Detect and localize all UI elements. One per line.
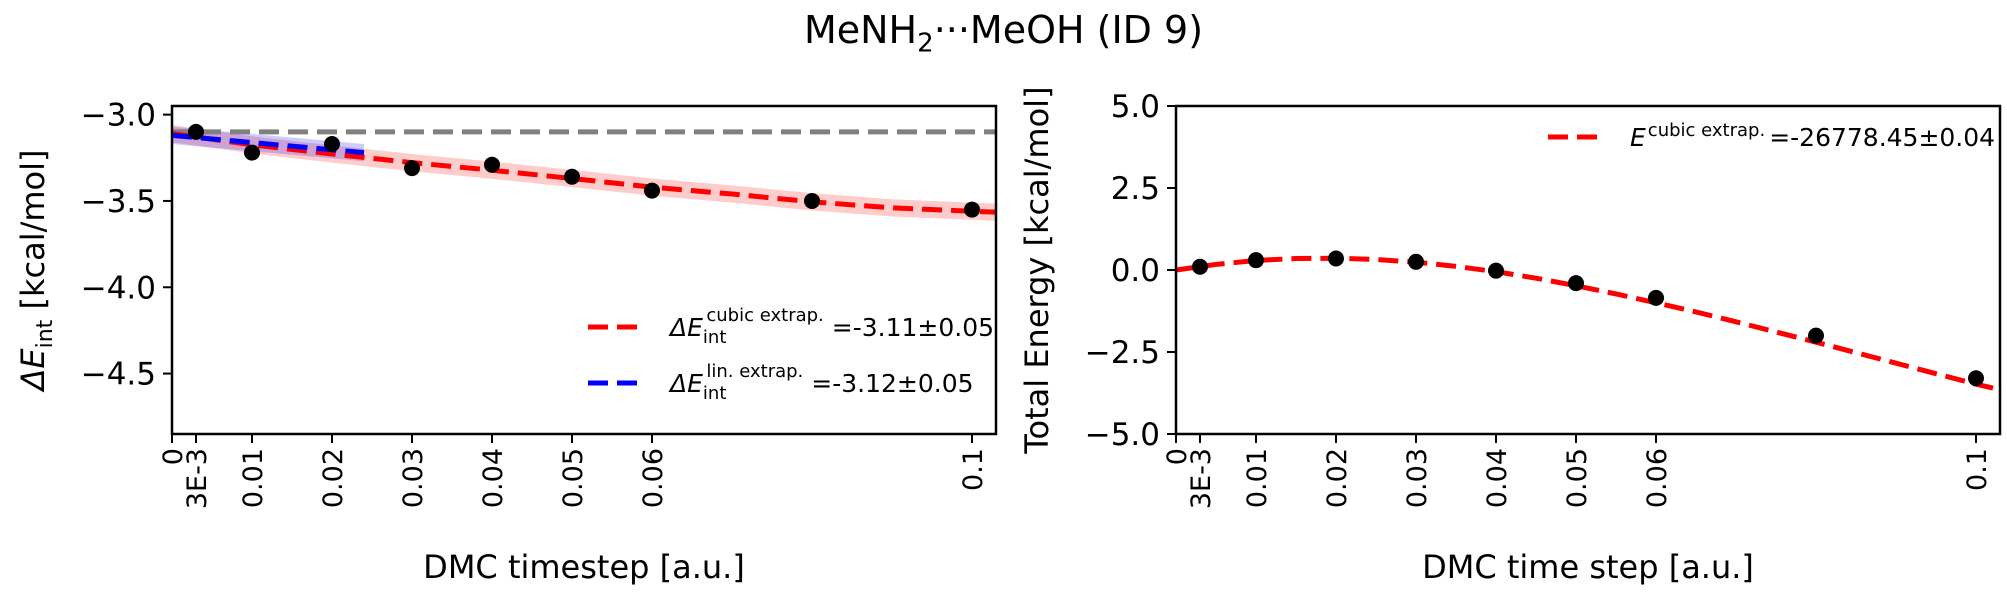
x-tick-label: 0.01 [238,448,269,508]
y-tick-label: −3.0 [81,98,156,134]
data-point [804,192,820,209]
x-tick-label: 0.03 [1402,448,1433,508]
x-tick-label: 0.1 [1962,448,1993,491]
cubic-fit-band [172,124,996,221]
data-point [244,144,260,161]
x-axis-label: DMC time step [a.u.] [1422,548,1754,586]
data-point [1328,250,1344,267]
data-point [1488,262,1504,279]
x-tick-label: 0 [1162,448,1193,465]
data-point [1808,327,1824,344]
legend: ΔEintcubic extrap. =-3.11±0.05 ΔEintlin. e… [588,305,994,404]
x-tick-label: 0.05 [1562,448,1593,508]
data-point [1248,252,1264,269]
plot-frame [1174,104,2002,436]
x-tick-label: 0.04 [1482,448,1513,508]
y-tick-label: −5.0 [1085,417,1160,453]
data-point [1192,258,1208,275]
x-tick-label: 0.01 [1242,448,1273,508]
data-point [484,156,500,173]
data-point [1648,289,1664,306]
x-tick-label: 0.06 [1642,448,1673,508]
x-tick-label: 3E-3 [182,448,213,509]
x-tick-label: 0.06 [638,448,669,508]
left-chart-panel: 03E-3 0.01 0.02 0.03 0.04 0.05 0.06 0.1 −3.0 −3.5… [14,98,998,586]
x-tick-label: 0 [158,448,189,465]
y-tick-label: 0.0 [1111,253,1160,289]
data-point [404,160,420,177]
y-tick-label: −4.5 [81,357,156,393]
data-point [324,135,340,152]
legend-label: ΔEintlin. extrap. =-3.12±0.05 [668,361,974,404]
data-point [188,123,204,140]
data-point [1968,370,1984,387]
data-point [1568,275,1584,292]
legend-label: ΔEintcubic extrap. =-3.11±0.05 [668,305,994,348]
y-tick-label: −4.0 [81,270,156,306]
x-axis-label: DMC timestep [a.u.] [423,548,745,586]
y-axis-label: Total Energy [kcal/mol] [1018,86,1056,454]
y-tick-label: 5.0 [1111,89,1160,125]
x-tick-label: 0.05 [558,448,589,508]
figure-title: MeNH2···MeOH (ID 9) [803,8,1204,59]
x-tick-label: 0.03 [398,448,429,508]
x-tick-label: 0.02 [1322,448,1353,508]
x-tick-label: 3E-3 [1186,448,1217,509]
data-point [644,182,660,199]
x-tick-label: 0.04 [478,448,509,508]
y-tick-label: −2.5 [1085,335,1160,371]
y-tick-label: −3.5 [81,184,156,220]
cubic-fit-line [1176,255,2000,393]
data-point [964,201,980,218]
plot-frame [170,104,998,436]
data-point [564,168,580,185]
y-axis-label: ΔEint [kcal/mol] [14,150,58,394]
x-tick-label: 0.02 [318,448,349,508]
cubic-fit-line [172,131,996,215]
y-tick-label: 2.5 [1111,171,1160,207]
x-tick-label: 0.1 [958,448,989,491]
right-chart-panel: 03E-3 0.01 0.02 0.03 0.04 0.05 0.06 0.1 5.0 2.5 0.… [1018,86,2002,586]
plot-area [172,124,996,221]
plot-area [1176,255,2000,393]
data-point [1408,253,1424,270]
